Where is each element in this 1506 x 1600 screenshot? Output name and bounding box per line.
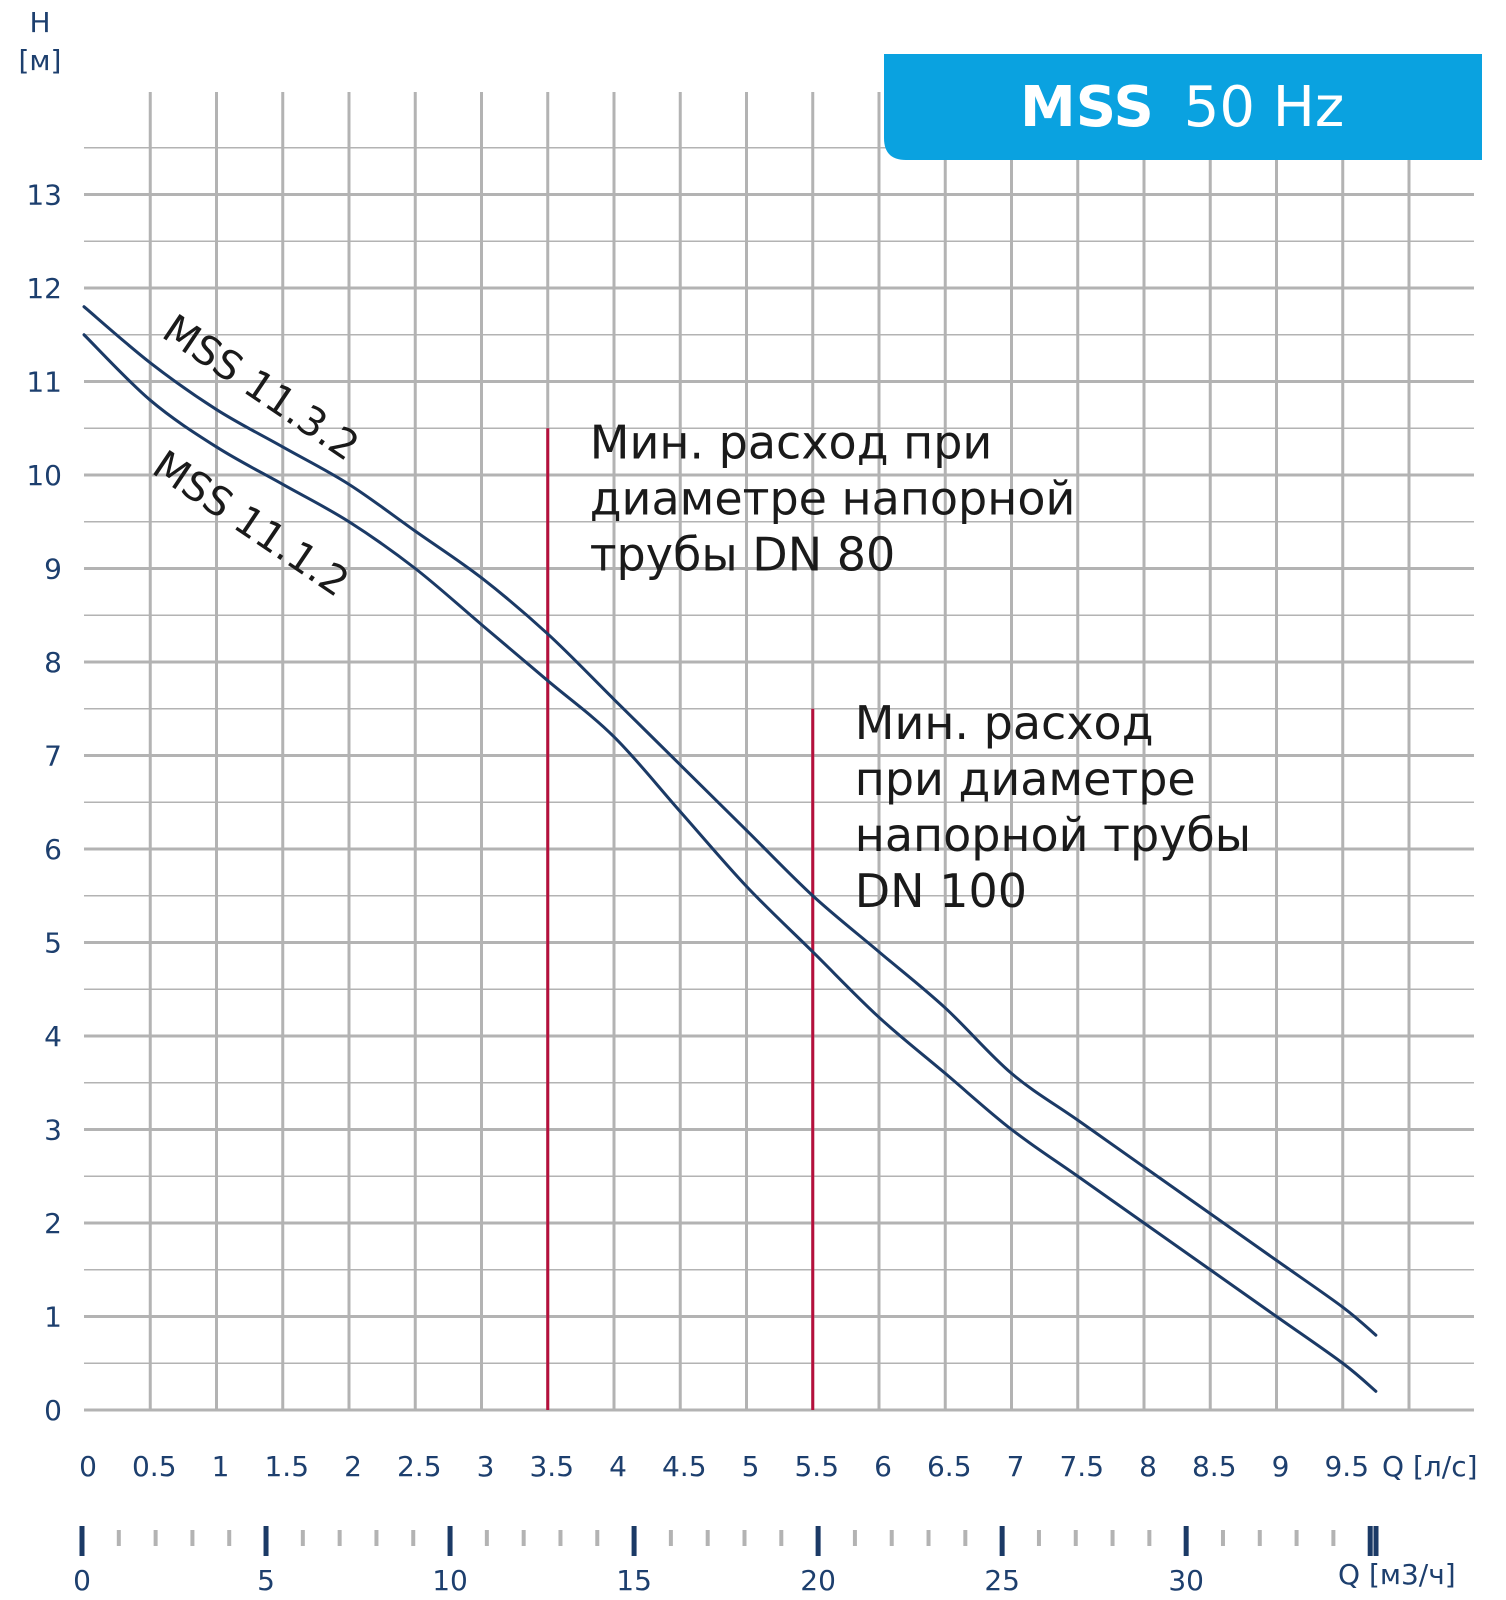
min-flow-note-line: диаметре напорной <box>590 471 1076 525</box>
grid <box>84 92 1474 1412</box>
min-flow-note-line: DN 100 <box>855 864 1027 918</box>
x2-tick-label: 25 <box>984 1564 1020 1597</box>
y-tick-label: 0 <box>44 1394 62 1427</box>
x-tick-label: 6.5 <box>927 1450 972 1483</box>
curve-mss-11-1-2 <box>82 333 1378 1393</box>
curves <box>82 305 1378 1393</box>
x-tick-label: 2 <box>344 1450 362 1483</box>
y-tick-label: 12 <box>26 272 62 305</box>
x-tick-label: 5 <box>742 1450 760 1483</box>
x2-tick-label: 20 <box>800 1564 836 1597</box>
x-tick-label: 9.5 <box>1324 1450 1369 1483</box>
x2-axis: 0 5 10 15 20 25 30 <box>73 1526 1379 1597</box>
y-tick-label: 10 <box>26 459 62 492</box>
y-tick-label: 1 <box>44 1301 62 1334</box>
min-flow-note-line: при диаметре <box>855 752 1196 806</box>
min-flow-note-line: трубы DN 80 <box>590 527 896 581</box>
y-tick-label: 4 <box>44 1020 62 1053</box>
x-tick-label: 3.5 <box>529 1450 574 1483</box>
x2-axis-label: Q [м3/ч] <box>1338 1558 1456 1591</box>
x-tick-label: 8 <box>1139 1450 1157 1483</box>
x2-tick-label: 0 <box>73 1564 91 1597</box>
min-flow-note-line: напорной трубы <box>855 808 1251 862</box>
y-tick-label: 3 <box>44 1114 62 1147</box>
x2-tick-label: 15 <box>616 1564 652 1597</box>
badge-title: MSS 50 Hz <box>1020 75 1344 140</box>
y-axis-unit: [м] <box>19 44 62 77</box>
x-tick-label: 5.5 <box>794 1450 839 1483</box>
x-tick-label: 7.5 <box>1059 1450 1104 1483</box>
x-tick-label: 1.5 <box>264 1450 309 1483</box>
y-tick-label: 5 <box>44 927 62 960</box>
x2-tick-label: 10 <box>432 1564 468 1597</box>
y-tick-label: 7 <box>44 740 62 773</box>
x-tick-label: 9 <box>1272 1450 1290 1483</box>
y-tick-label: 11 <box>26 366 62 399</box>
x-tick-label: 0.5 <box>132 1450 177 1483</box>
x-tick-label: 7 <box>1007 1450 1025 1483</box>
x-tick-label: 0 <box>79 1450 97 1483</box>
x2-tick-label: 5 <box>257 1564 275 1597</box>
curve-mss-11-3-2 <box>82 305 1378 1337</box>
badge-model: MSS <box>1020 75 1154 140</box>
x-tick-label: 2.5 <box>397 1450 442 1483</box>
x-tick-label: 4 <box>609 1450 627 1483</box>
x-tick-label: 1 <box>212 1450 230 1483</box>
x-tick-label: 8.5 <box>1192 1450 1237 1483</box>
x-axis-label: Q [л/с] <box>1382 1450 1478 1483</box>
y-axis-label: H <box>29 6 50 39</box>
y-tick-label: 13 <box>26 179 62 212</box>
y-tick-label: 8 <box>44 646 62 679</box>
y-tick-label: 2 <box>44 1207 62 1240</box>
x-tick-label: 6 <box>874 1450 892 1483</box>
badge-frequency: 50 Hz <box>1184 75 1345 140</box>
x-tick-labels: 0 0.5 1 1.5 2 2.5 3 3.5 4 4.5 5 5.5 6 6.5 7 7.5 8 8.5 9 9.5 <box>79 1450 1369 1483</box>
y-tick-label: 9 <box>44 553 62 586</box>
badge-background <box>884 54 1482 160</box>
min-flow-note-line: Мин. расход при <box>590 415 993 469</box>
x-tick-label: 4.5 <box>662 1450 707 1483</box>
y-tick-label: 6 <box>44 833 62 866</box>
x-tick-label: 3 <box>477 1450 495 1483</box>
min-flow-note-line: Мин. расход <box>855 696 1154 750</box>
x2-tick-label: 30 <box>1168 1564 1204 1597</box>
